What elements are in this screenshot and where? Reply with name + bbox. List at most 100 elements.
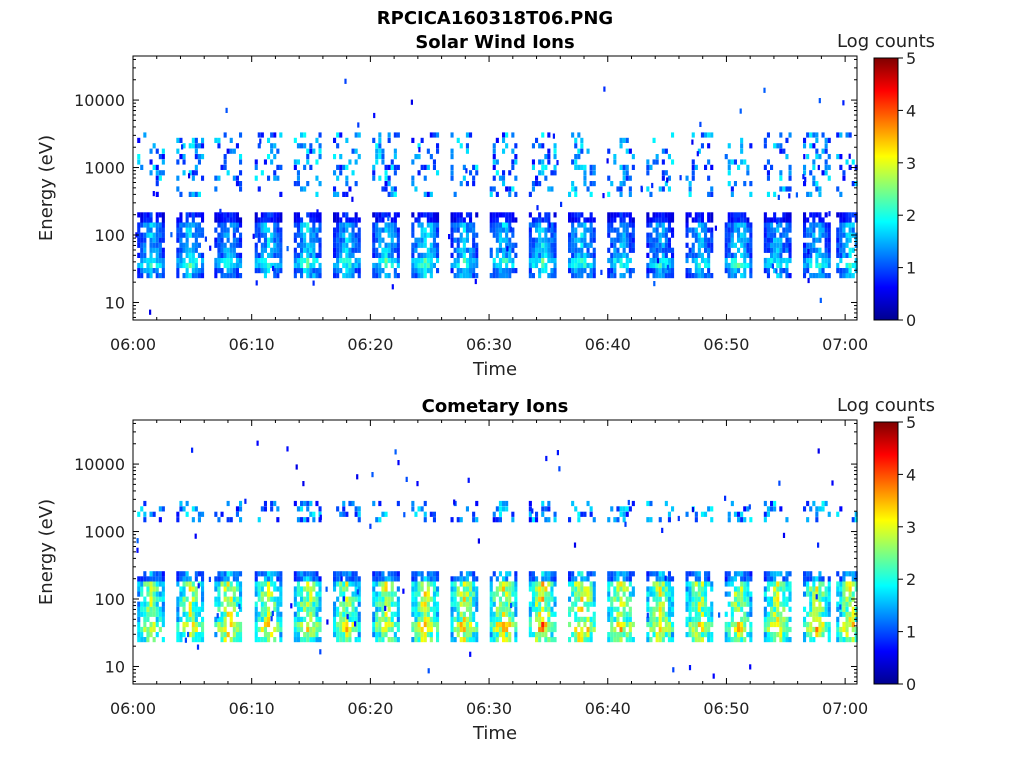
heatmap-cell (432, 247, 436, 253)
heatmap-cell (273, 601, 277, 607)
heatmap-cell (260, 596, 264, 602)
heatmap-cell (667, 227, 671, 233)
noise-cell (465, 168, 468, 174)
heatmap-cell (710, 217, 714, 223)
heatmap-cell (580, 212, 584, 218)
heatmap-cell (661, 571, 665, 577)
heatmap-cell (336, 227, 340, 233)
heatmap-cell (821, 232, 825, 238)
heatmap-cell (710, 232, 714, 238)
heatmap-cell (580, 252, 584, 258)
noise-cell (197, 583, 200, 589)
noise-cell (817, 164, 820, 171)
heatmap-cell (492, 632, 496, 638)
heatmap-cell (839, 591, 843, 597)
heatmap-cell (429, 596, 433, 602)
heatmap-cell (667, 576, 671, 582)
heatmap-cell (257, 217, 261, 223)
heatmap-cell (411, 232, 415, 238)
heatmap-cell (733, 626, 737, 633)
heatmap-cell (809, 591, 813, 597)
heatmap-cell (550, 621, 554, 628)
heatmap-cell (577, 237, 581, 243)
heatmap-cell (631, 217, 635, 223)
heatmap-cell (176, 268, 180, 274)
heatmap-cell (553, 247, 557, 253)
heatmap-cell (697, 616, 701, 622)
heatmap-cell (730, 500, 734, 507)
heatmap-cell (393, 154, 397, 160)
heatmap-cell (411, 586, 415, 592)
heatmap-cell (658, 586, 662, 592)
heatmap-cell (737, 232, 741, 238)
heatmap-cell (411, 257, 415, 264)
heatmap-cell (140, 637, 144, 643)
heatmap-cell (685, 606, 689, 612)
heatmap-cell (616, 637, 620, 643)
heatmap-cell (465, 596, 469, 602)
heatmap-cell (730, 237, 734, 243)
heatmap-cell (333, 252, 337, 258)
heatmap-cell (489, 186, 493, 192)
heatmap-cell (821, 170, 825, 176)
heatmap-cell (727, 217, 731, 223)
heatmap-cell (300, 252, 304, 258)
heatmap-cell (667, 242, 671, 248)
heatmap-cell (818, 632, 822, 638)
heatmap-cell (411, 212, 415, 218)
heatmap-cell (498, 511, 502, 517)
heatmap-cell (691, 164, 695, 170)
heatmap-cell (646, 170, 650, 176)
heatmap-cell (492, 143, 496, 149)
heatmap-cell (197, 191, 201, 197)
heatmap-cell (345, 252, 349, 258)
heatmap-cell (773, 637, 777, 643)
heatmap-cell (420, 576, 424, 582)
heatmap-cell (616, 232, 620, 238)
heatmap-cell (827, 257, 831, 264)
heatmap-cell (351, 217, 355, 223)
heatmap-cell (229, 268, 233, 274)
heatmap-cell (531, 262, 535, 269)
heatmap-cell (318, 132, 322, 138)
heatmap-cell (766, 227, 770, 233)
heatmap-cell (378, 596, 382, 602)
heatmap-cell (417, 143, 421, 149)
heatmap-cell (607, 175, 611, 181)
y-axis-label-solar-wind: Energy (eV) (36, 135, 57, 241)
heatmap-cell (300, 132, 304, 138)
heatmap-cell (622, 170, 626, 176)
heatmap-cell (387, 164, 391, 170)
heatmap-cell (423, 576, 427, 582)
heatmap-cell (671, 132, 675, 138)
heatmap-cell (312, 242, 316, 248)
heatmap-cell (806, 154, 810, 160)
heatmap-cell (300, 596, 304, 602)
heatmap-cell (336, 273, 340, 279)
heatmap-cell (531, 217, 535, 223)
heatmap-cell (851, 212, 855, 218)
heatmap-cell (223, 581, 227, 587)
heatmap-cell (254, 212, 258, 218)
heatmap-cell (260, 252, 264, 258)
heatmap-cell (818, 621, 822, 628)
heatmap-cell (788, 581, 792, 587)
heatmap-cell (232, 222, 236, 228)
heatmap-cell (763, 637, 767, 643)
heatmap-cell (472, 601, 476, 607)
heatmap-cell (502, 621, 506, 628)
heatmap-cell (309, 606, 313, 612)
heatmap-cell (309, 632, 313, 638)
heatmap-cell (773, 506, 777, 512)
heatmap-cell (592, 247, 596, 253)
heatmap-cell (619, 232, 623, 238)
heatmap-cell (339, 571, 343, 577)
heatmap-cell (577, 164, 581, 170)
heatmap-cell (333, 170, 337, 176)
heatmap-cell (226, 232, 230, 238)
heatmap-cell (450, 175, 454, 181)
heatmap-cell (348, 581, 352, 587)
heatmap-cell (450, 632, 454, 638)
heatmap-cell (387, 626, 391, 633)
